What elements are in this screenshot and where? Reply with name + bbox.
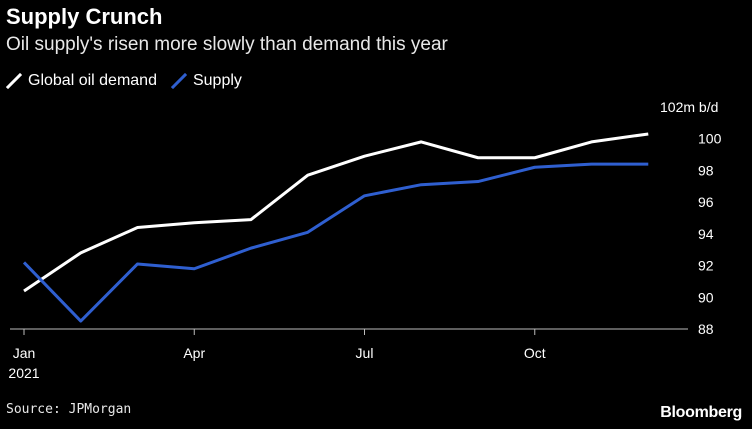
y-tick-label: 98 (698, 162, 714, 178)
legend-label-supply: Supply (192, 72, 242, 89)
y-tick-label: 94 (698, 226, 714, 242)
y-tick-label: 90 (698, 289, 714, 305)
source-note: Source: JPMorgan (6, 402, 132, 417)
supply-series-line (22, 162, 649, 323)
x-tick-label: Jan (13, 345, 36, 361)
bloomberg-logo: Bloomberg (660, 404, 742, 421)
y-tick-label: 100 (698, 131, 722, 147)
demand-series-line (23, 132, 649, 293)
y-unit-label: 102m b/d (660, 99, 718, 115)
y-tick-label: 88 (698, 321, 714, 337)
supply-line-icon (170, 73, 187, 89)
y-tick-label: 92 (698, 258, 714, 274)
x-tick-label: Oct (524, 345, 546, 361)
legend-item-supply: Supply (170, 72, 242, 90)
legend-label-demand: Global oil demand (28, 72, 157, 89)
chart-title: Supply Crunch (6, 4, 163, 29)
legend-item-demand: Global oil demand (6, 72, 157, 90)
y-tick-label: 96 (698, 194, 714, 210)
chart-subtitle: Oil supply's risen more slowly than dema… (6, 34, 448, 55)
legend: Global oil demand Supply (6, 72, 256, 90)
demand-line-icon (6, 73, 22, 89)
x-tick-label: 2021 (8, 365, 39, 381)
x-tick-label: Apr (183, 345, 205, 361)
x-tick-label: Jul (356, 345, 374, 361)
